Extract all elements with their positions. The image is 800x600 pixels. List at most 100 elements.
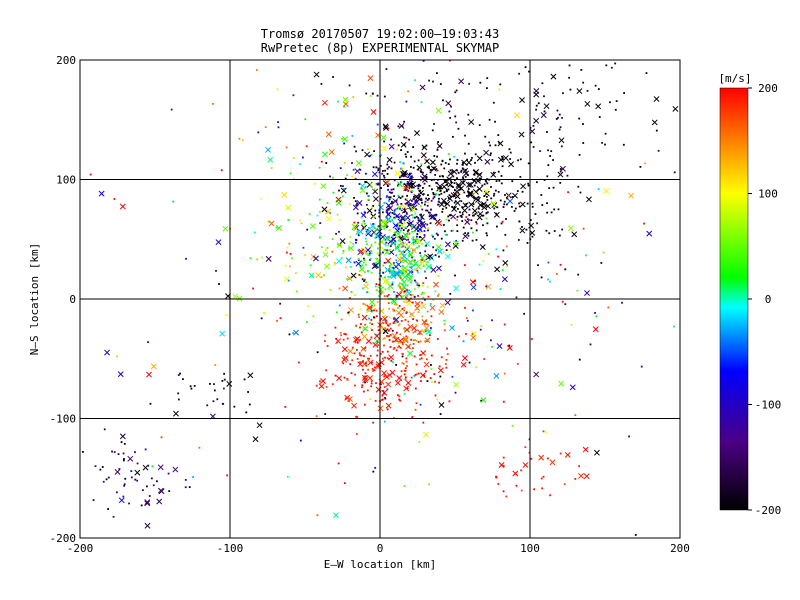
data-point — [517, 239, 520, 241]
data-point — [368, 252, 371, 255]
data-point — [414, 279, 416, 282]
data-point-x — [281, 191, 288, 198]
data-point — [410, 182, 413, 185]
data-point — [411, 294, 414, 296]
data-point — [387, 188, 389, 191]
data-point — [446, 190, 448, 193]
data-point-x — [377, 204, 384, 211]
data-point-x — [382, 123, 389, 130]
data-point — [419, 205, 422, 208]
data-point — [461, 213, 464, 216]
data-point — [418, 183, 420, 186]
data-point — [400, 149, 402, 152]
data-point — [425, 197, 427, 200]
data-point — [424, 340, 427, 343]
data-point — [486, 182, 489, 185]
data-point-x — [571, 231, 578, 238]
data-point — [416, 227, 418, 230]
data-point — [503, 323, 506, 326]
data-point-x — [502, 259, 509, 266]
data-point — [388, 404, 391, 407]
data-point-x — [385, 257, 392, 264]
data-point — [559, 126, 562, 129]
data-point — [562, 92, 564, 95]
data-point — [399, 236, 401, 238]
data-point — [376, 183, 379, 186]
data-point — [395, 273, 398, 276]
data-point — [403, 120, 406, 123]
data-point — [329, 212, 332, 214]
data-point — [123, 484, 126, 487]
data-point — [241, 139, 244, 142]
data-point-x — [104, 349, 111, 356]
data-point-x — [578, 472, 584, 479]
data-point-x — [559, 165, 566, 172]
data-point — [578, 465, 581, 468]
data-point — [422, 146, 425, 148]
data-point-x — [493, 373, 500, 379]
data-point — [508, 344, 511, 347]
data-point — [388, 335, 390, 338]
data-point — [436, 155, 438, 158]
data-point — [363, 278, 366, 281]
data-point — [329, 175, 331, 178]
data-point-x — [359, 182, 366, 189]
data-point — [452, 186, 454, 188]
data-point — [436, 338, 439, 340]
data-point — [449, 214, 452, 217]
data-point — [448, 400, 451, 403]
data-point-x — [342, 285, 349, 292]
data-point — [426, 285, 429, 288]
data-point — [394, 321, 397, 324]
data-point — [502, 206, 505, 208]
data-point-x — [496, 343, 503, 350]
data-point — [286, 475, 289, 478]
data-point-x — [173, 410, 179, 417]
data-point — [396, 148, 399, 151]
data-point — [279, 317, 282, 320]
data-point — [337, 462, 340, 465]
data-point — [390, 359, 393, 362]
data-point-x — [470, 284, 477, 291]
data-point-x — [322, 151, 328, 158]
data-point — [505, 245, 508, 248]
data-point — [394, 247, 397, 249]
data-point — [382, 357, 384, 360]
data-point — [429, 211, 431, 214]
data-point — [386, 211, 389, 214]
data-point — [295, 272, 297, 275]
data-point-x — [406, 275, 413, 282]
data-point-x — [543, 103, 550, 110]
data-point — [420, 214, 423, 217]
data-point — [436, 398, 439, 401]
data-point — [438, 365, 441, 368]
data-point — [252, 287, 255, 290]
data-point — [435, 249, 438, 252]
data-point — [412, 342, 415, 345]
data-point — [414, 212, 417, 215]
data-point — [434, 214, 437, 217]
data-point — [605, 64, 608, 67]
data-point — [424, 354, 427, 357]
data-point — [431, 381, 433, 383]
data-point — [300, 222, 303, 225]
data-point-x — [256, 422, 263, 429]
data-point — [361, 278, 364, 281]
data-point — [387, 237, 389, 240]
data-point — [395, 254, 398, 257]
data-point-x — [494, 266, 501, 273]
data-point — [549, 280, 551, 283]
data-point — [371, 368, 374, 370]
data-point — [358, 352, 361, 354]
data-point-x — [432, 281, 439, 288]
data-point — [475, 222, 478, 225]
data-point — [438, 381, 440, 384]
data-point — [465, 317, 468, 319]
data-point — [475, 366, 477, 369]
data-point-x — [518, 131, 525, 138]
data-point — [385, 209, 388, 212]
data-point — [389, 249, 392, 252]
data-point — [456, 207, 459, 210]
data-point — [480, 177, 482, 180]
data-point — [387, 205, 390, 208]
